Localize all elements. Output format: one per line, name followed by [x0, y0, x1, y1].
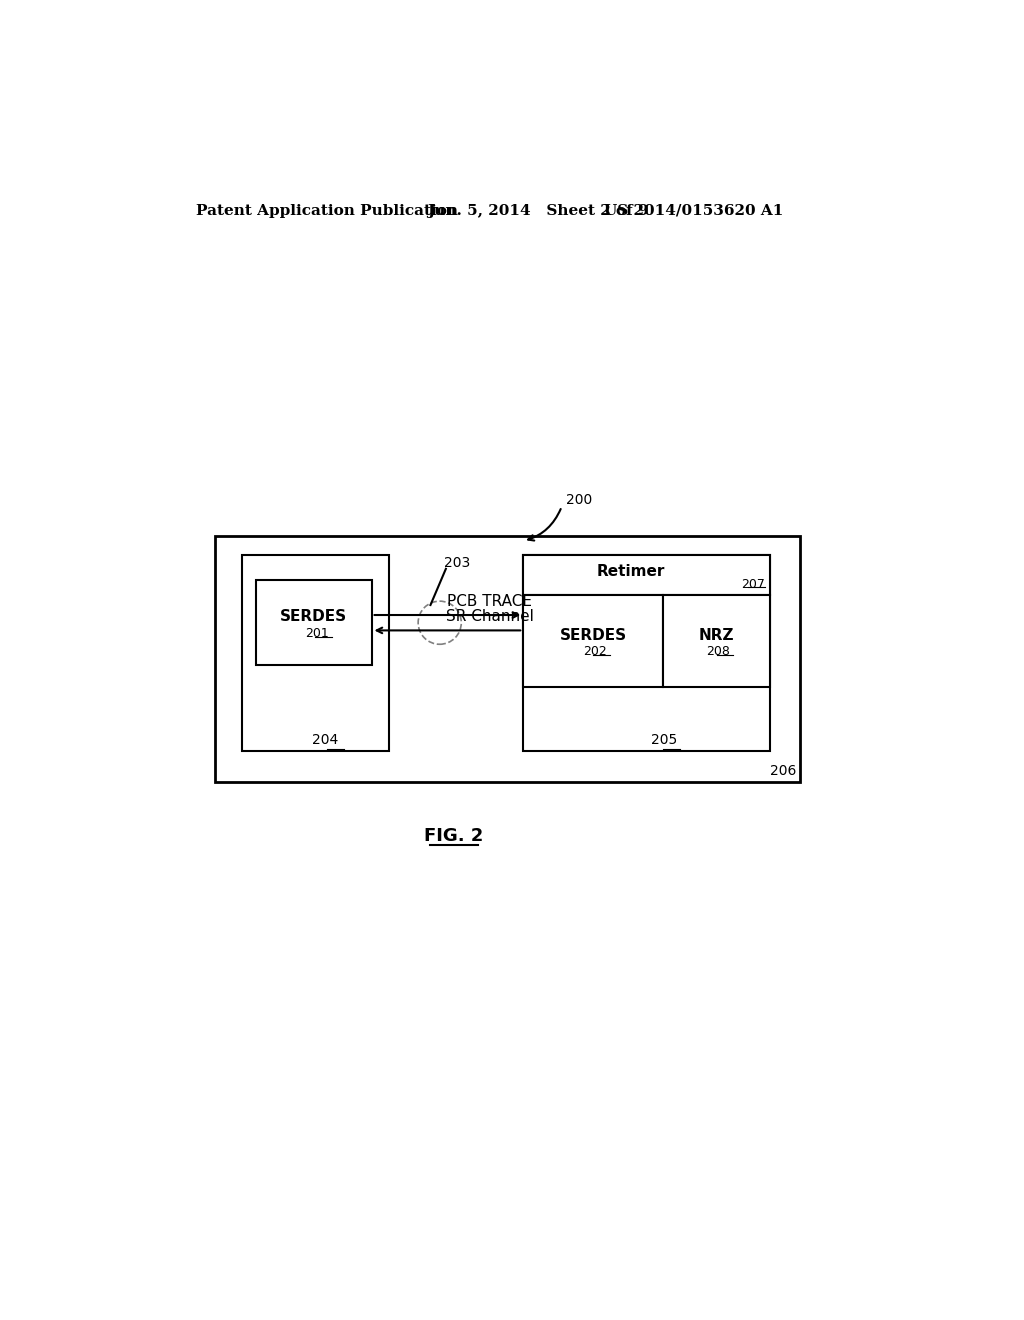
- Bar: [523, 554, 770, 595]
- Bar: [523, 595, 664, 688]
- Text: 205: 205: [651, 734, 677, 747]
- Text: NRZ: NRZ: [698, 627, 734, 643]
- Text: 201: 201: [305, 627, 330, 640]
- Text: Jun. 5, 2014   Sheet 2 of 9: Jun. 5, 2014 Sheet 2 of 9: [427, 203, 648, 218]
- Bar: [523, 554, 770, 751]
- Bar: [256, 581, 372, 665]
- Text: SR Channel: SR Channel: [445, 609, 534, 624]
- Text: PCB TRACE: PCB TRACE: [447, 594, 532, 609]
- Text: 202: 202: [584, 645, 607, 659]
- Text: Patent Application Publication: Patent Application Publication: [196, 203, 458, 218]
- Text: 200: 200: [565, 494, 592, 507]
- Text: 207: 207: [741, 578, 765, 591]
- Text: US 2014/0153620 A1: US 2014/0153620 A1: [604, 203, 783, 218]
- Text: 204: 204: [312, 734, 339, 747]
- Text: 203: 203: [444, 556, 471, 570]
- Text: 208: 208: [707, 645, 730, 659]
- Bar: [215, 536, 801, 781]
- Text: 206: 206: [770, 764, 797, 779]
- Bar: [664, 595, 770, 688]
- Text: FIG. 2: FIG. 2: [424, 828, 483, 845]
- Text: SERDES: SERDES: [560, 627, 627, 643]
- Text: SERDES: SERDES: [281, 609, 347, 624]
- Bar: [243, 554, 388, 751]
- Text: Retimer: Retimer: [597, 564, 666, 578]
